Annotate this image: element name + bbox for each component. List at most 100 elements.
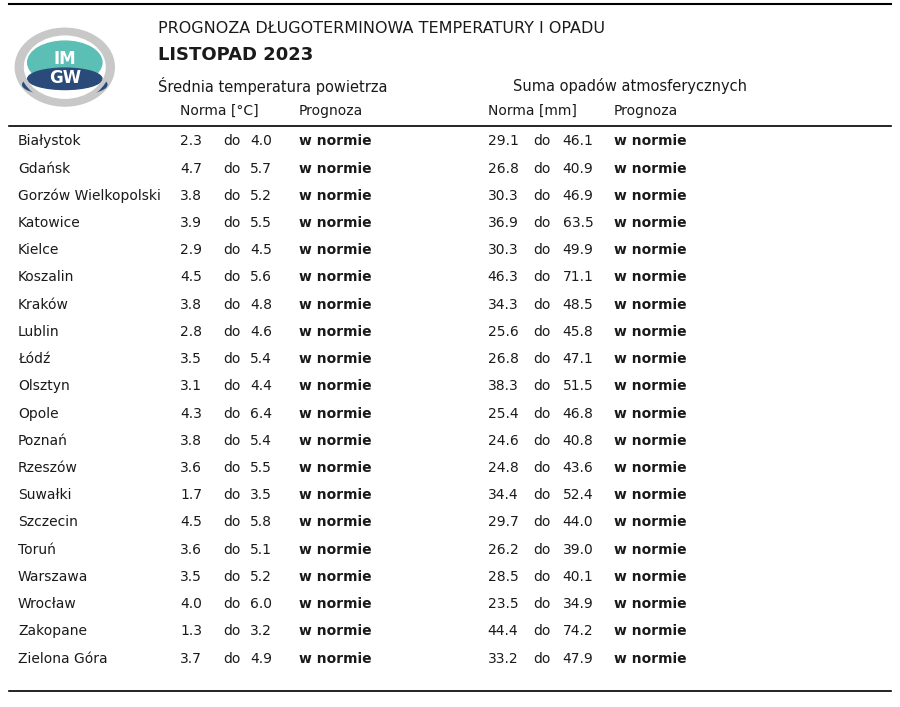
Circle shape	[22, 33, 108, 101]
Text: do: do	[533, 352, 550, 366]
Text: do: do	[533, 652, 550, 665]
Text: w normie: w normie	[299, 243, 372, 257]
Text: 48.5: 48.5	[562, 298, 593, 312]
Text: do: do	[223, 380, 240, 393]
Text: do: do	[223, 243, 240, 257]
Text: 5.2: 5.2	[250, 570, 272, 584]
Text: 5.5: 5.5	[250, 216, 272, 230]
Text: do: do	[223, 271, 240, 284]
Text: 4.5: 4.5	[180, 515, 202, 530]
Text: w normie: w normie	[614, 461, 687, 475]
Text: 4.9: 4.9	[250, 652, 272, 665]
Text: do: do	[533, 380, 550, 393]
Text: 44.4: 44.4	[488, 624, 518, 638]
Text: Łódź: Łódź	[18, 352, 50, 366]
Text: 40.1: 40.1	[562, 570, 593, 584]
Text: w normie: w normie	[299, 461, 372, 475]
Text: w normie: w normie	[299, 624, 372, 638]
Text: 4.0: 4.0	[250, 134, 272, 148]
Text: 4.5: 4.5	[250, 243, 272, 257]
Circle shape	[22, 33, 108, 101]
Text: w normie: w normie	[299, 597, 372, 611]
Text: w normie: w normie	[299, 380, 372, 393]
Text: 5.4: 5.4	[250, 352, 272, 366]
Text: 5.8: 5.8	[250, 515, 272, 530]
Text: 49.9: 49.9	[562, 243, 593, 257]
Text: do: do	[223, 543, 240, 556]
Text: Prognoza: Prognoza	[614, 104, 678, 118]
Text: 28.5: 28.5	[488, 570, 518, 584]
Text: w normie: w normie	[614, 271, 687, 284]
Text: 3.8: 3.8	[180, 298, 202, 312]
Text: 33.2: 33.2	[488, 652, 518, 665]
Text: Zakopane: Zakopane	[18, 624, 87, 638]
Text: 34.4: 34.4	[488, 489, 518, 502]
Text: Toruń: Toruń	[18, 543, 56, 556]
Text: do: do	[533, 461, 550, 475]
Text: 30.3: 30.3	[488, 189, 518, 203]
Text: w normie: w normie	[614, 407, 687, 421]
Text: do: do	[533, 271, 550, 284]
Text: w normie: w normie	[299, 515, 372, 530]
Text: w normie: w normie	[614, 216, 687, 230]
Text: w normie: w normie	[614, 189, 687, 203]
Text: 3.5: 3.5	[250, 489, 272, 502]
Text: do: do	[533, 162, 550, 175]
Text: w normie: w normie	[299, 570, 372, 584]
Text: IM: IM	[53, 50, 76, 69]
Text: 6.0: 6.0	[250, 597, 272, 611]
Text: 47.9: 47.9	[562, 652, 593, 665]
Text: do: do	[223, 489, 240, 502]
Text: Norma [mm]: Norma [mm]	[488, 104, 577, 118]
Text: do: do	[223, 162, 240, 175]
Text: w normie: w normie	[614, 298, 687, 312]
Text: do: do	[223, 570, 240, 584]
Text: LISTOPAD 2023: LISTOPAD 2023	[158, 46, 313, 64]
Text: 2.9: 2.9	[180, 243, 202, 257]
Text: 3.6: 3.6	[180, 461, 202, 475]
Text: 52.4: 52.4	[562, 489, 593, 502]
Text: Katowice: Katowice	[18, 216, 81, 230]
Text: do: do	[223, 407, 240, 421]
Text: do: do	[533, 134, 550, 148]
Text: Lublin: Lublin	[18, 325, 59, 339]
Text: do: do	[223, 298, 240, 312]
Circle shape	[15, 28, 114, 106]
Text: 3.8: 3.8	[180, 189, 202, 203]
Text: 3.5: 3.5	[180, 570, 202, 584]
Text: w normie: w normie	[299, 162, 372, 175]
Text: 29.1: 29.1	[488, 134, 518, 148]
Text: Kraków: Kraków	[18, 298, 69, 312]
Text: Kielce: Kielce	[18, 243, 59, 257]
Text: 4.5: 4.5	[180, 271, 202, 284]
Text: w normie: w normie	[299, 298, 372, 312]
Text: 47.1: 47.1	[562, 352, 593, 366]
Text: Gdańsk: Gdańsk	[18, 162, 70, 175]
Text: w normie: w normie	[299, 216, 372, 230]
Text: Średnia temperatura powietrza: Średnia temperatura powietrza	[158, 77, 387, 95]
Text: 43.6: 43.6	[562, 461, 593, 475]
Text: 4.7: 4.7	[180, 162, 202, 175]
Text: 39.0: 39.0	[562, 543, 593, 556]
Text: Norma [°C]: Norma [°C]	[180, 104, 258, 118]
Text: 3.7: 3.7	[180, 652, 202, 665]
Text: w normie: w normie	[614, 434, 687, 448]
Text: 26.8: 26.8	[488, 352, 518, 366]
Text: 2.3: 2.3	[180, 134, 202, 148]
Text: Warszawa: Warszawa	[18, 570, 88, 584]
Text: w normie: w normie	[299, 271, 372, 284]
Text: Szczecin: Szczecin	[18, 515, 78, 530]
Text: 25.6: 25.6	[488, 325, 518, 339]
Text: do: do	[223, 652, 240, 665]
Text: do: do	[533, 543, 550, 556]
Text: Prognoza: Prognoza	[299, 104, 363, 118]
Text: 29.7: 29.7	[488, 515, 518, 530]
Text: do: do	[223, 325, 240, 339]
Text: w normie: w normie	[614, 380, 687, 393]
Text: 40.8: 40.8	[562, 434, 593, 448]
Text: 1.3: 1.3	[180, 624, 202, 638]
Text: w normie: w normie	[614, 352, 687, 366]
Text: 46.3: 46.3	[488, 271, 518, 284]
Text: 2.8: 2.8	[180, 325, 202, 339]
Text: w normie: w normie	[614, 624, 687, 638]
